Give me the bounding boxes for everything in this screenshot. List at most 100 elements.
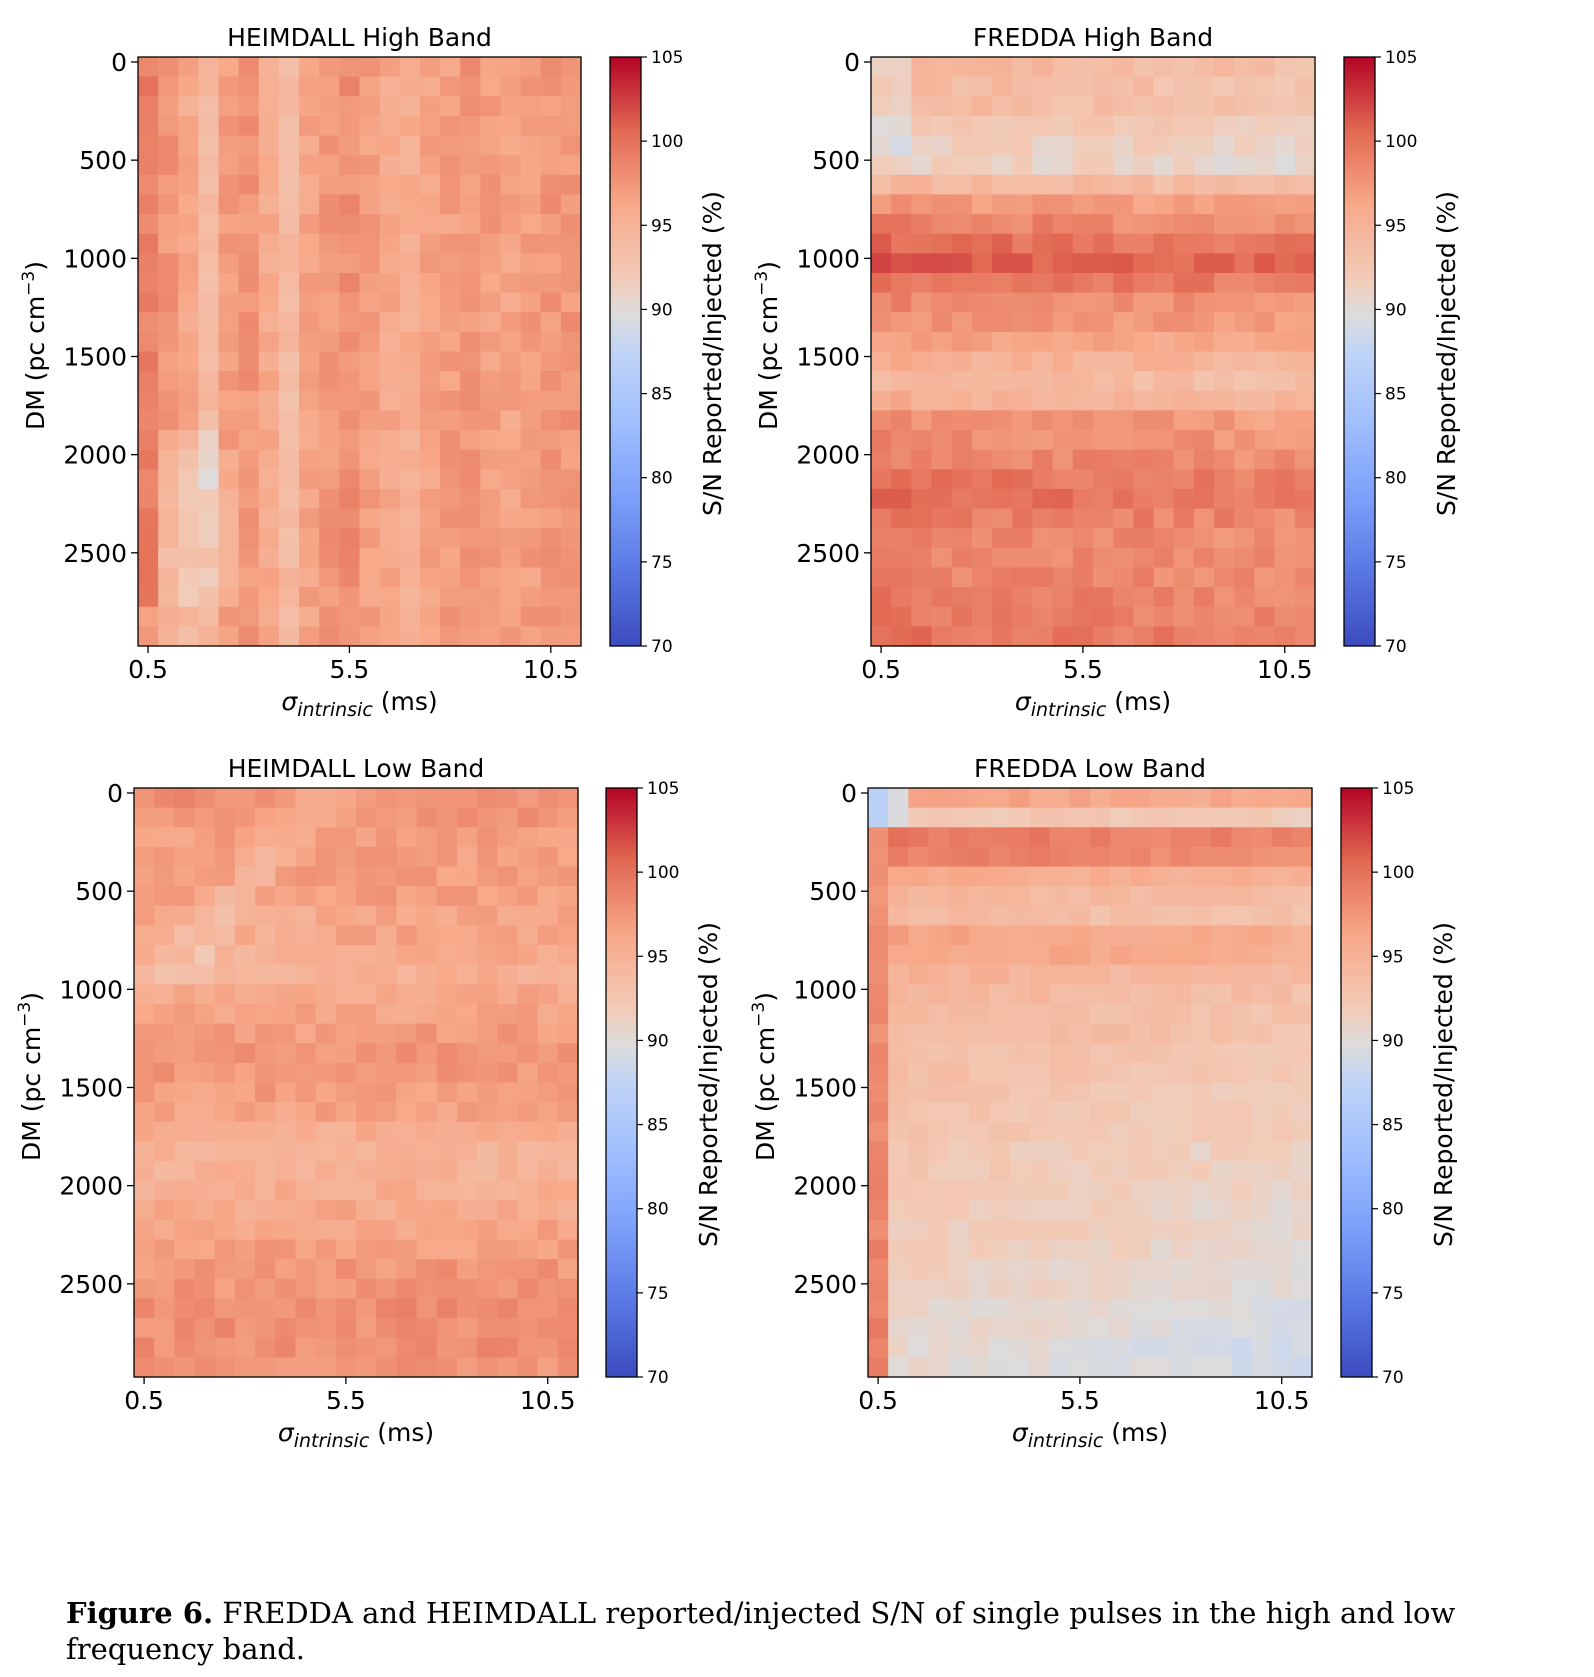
heatmap-cell: [497, 1062, 519, 1084]
heatmap-cell: [234, 846, 256, 868]
heatmap-cell: [497, 1357, 519, 1378]
heatmap-cell: [888, 1318, 909, 1339]
heatmap-cell: [1153, 57, 1175, 78]
heatmap-cell: [1130, 1102, 1152, 1123]
heatmap-cell: [456, 1259, 478, 1280]
heatmap-cell: [868, 1003, 889, 1025]
heatmap-cell: [319, 371, 340, 392]
heatmap-cell: [888, 1259, 909, 1280]
x-tick-label: 0.5: [128, 655, 168, 684]
heatmap-cell: [1110, 1180, 1131, 1201]
heatmap-cell: [1133, 214, 1155, 235]
heatmap-cell: [1251, 1043, 1273, 1064]
heatmap-cell: [989, 886, 1010, 907]
heatmap-cell: [931, 76, 953, 97]
heatmap-cell: [868, 827, 889, 848]
heatmap-panel-1: HEIMDALL High Band050010001500200025000.…: [19, 23, 727, 721]
heatmap-cell: [989, 846, 1010, 868]
heatmap-cell: [1012, 155, 1034, 176]
heatmap-cell: [238, 449, 260, 470]
heatmap-cell: [1150, 1180, 1172, 1201]
heatmap-cell: [275, 945, 297, 966]
heatmap-cell: [1254, 96, 1276, 117]
plot-frame: [133, 787, 579, 1378]
heatmap-cell: [1251, 788, 1273, 809]
heatmap-cell: [1231, 1121, 1253, 1142]
heatmap-cell: [968, 1141, 990, 1162]
heatmap-cell: [1029, 964, 1051, 985]
heatmap-cell: [214, 886, 236, 907]
heatmap-cell: [278, 430, 300, 451]
heatmap-cell: [868, 984, 889, 1005]
heatmap-cell: [1294, 253, 1316, 274]
heatmap-cell: [194, 807, 216, 828]
heatmap-cell: [500, 135, 522, 156]
heatmap-cell: [1130, 866, 1152, 887]
heatmap-cell: [968, 886, 990, 907]
heatmap-cell: [557, 807, 579, 828]
heatmap-cell: [1072, 253, 1094, 274]
heatmap-cell: [992, 488, 1013, 510]
heatmap-cell: [440, 76, 461, 97]
heatmap-cell: [460, 96, 481, 117]
heatmap-cell: [1294, 155, 1316, 176]
heatmap-cell: [319, 155, 340, 176]
heatmap-cell: [1231, 1298, 1253, 1319]
heatmap-cell: [1173, 410, 1195, 431]
heatmap-cell: [908, 1278, 930, 1300]
heatmap-cell: [1150, 1003, 1172, 1025]
heatmap-cell: [174, 1121, 196, 1142]
heatmap-cell: [560, 547, 582, 569]
heatmap-cell: [928, 1200, 950, 1221]
heatmap-cell: [138, 351, 159, 372]
heatmap-cell: [214, 846, 236, 868]
heatmap-cell: [928, 1219, 950, 1241]
heatmap-cell: [871, 57, 892, 78]
heatmap-cell: [908, 1259, 930, 1280]
heatmap-cell: [376, 1141, 397, 1162]
heatmap-cell: [1274, 410, 1296, 431]
heatmap-cell: [356, 1278, 377, 1300]
heatmap-cell: [399, 233, 421, 254]
heatmap-cell: [1090, 866, 1111, 887]
heatmap-cell: [416, 866, 438, 887]
heatmap-cell: [888, 1062, 909, 1084]
heatmap-cell: [1130, 886, 1152, 907]
heatmap-cell: [1254, 76, 1276, 97]
colorbar-tick-label: 105: [647, 779, 679, 799]
heatmap-cell: [295, 1259, 317, 1280]
heatmap-cell: [396, 1003, 418, 1025]
heatmap-cell: [557, 788, 579, 809]
heatmap-cell: [416, 1003, 438, 1025]
y-tick-label: 0: [841, 779, 857, 808]
heatmap-cell: [278, 331, 300, 353]
heatmap-cell: [158, 390, 179, 411]
heatmap-cell: [540, 96, 562, 117]
heatmap-cell: [1234, 331, 1256, 353]
heatmap-cell: [1274, 371, 1296, 392]
heatmap-cell: [480, 567, 502, 588]
heatmap-cell: [1049, 1318, 1071, 1339]
heatmap-cell: [1153, 312, 1175, 333]
heatmap-cell: [1254, 587, 1276, 608]
heatmap-cell: [1271, 1003, 1293, 1025]
heatmap-cell: [1294, 312, 1316, 333]
heatmap-cell: [1231, 1023, 1253, 1044]
heatmap-cell: [931, 390, 953, 411]
heatmap-cell: [218, 96, 240, 117]
heatmap-cell: [477, 1121, 498, 1142]
heatmap-cell: [456, 1121, 478, 1142]
heatmap-cell: [1231, 1102, 1253, 1123]
heatmap-cell: [1234, 96, 1256, 117]
heatmap-cell: [396, 945, 418, 966]
heatmap-cell: [1029, 1161, 1051, 1182]
heatmap-cell: [1251, 1298, 1273, 1319]
heatmap-cell: [258, 76, 280, 97]
heatmap-cell: [1032, 57, 1054, 78]
heatmap-cell: [376, 1062, 397, 1084]
heatmap-cell: [1110, 1121, 1131, 1142]
heatmap-cell: [891, 351, 912, 372]
heatmap-cell: [460, 371, 481, 392]
heatmap-cell: [1110, 866, 1131, 887]
